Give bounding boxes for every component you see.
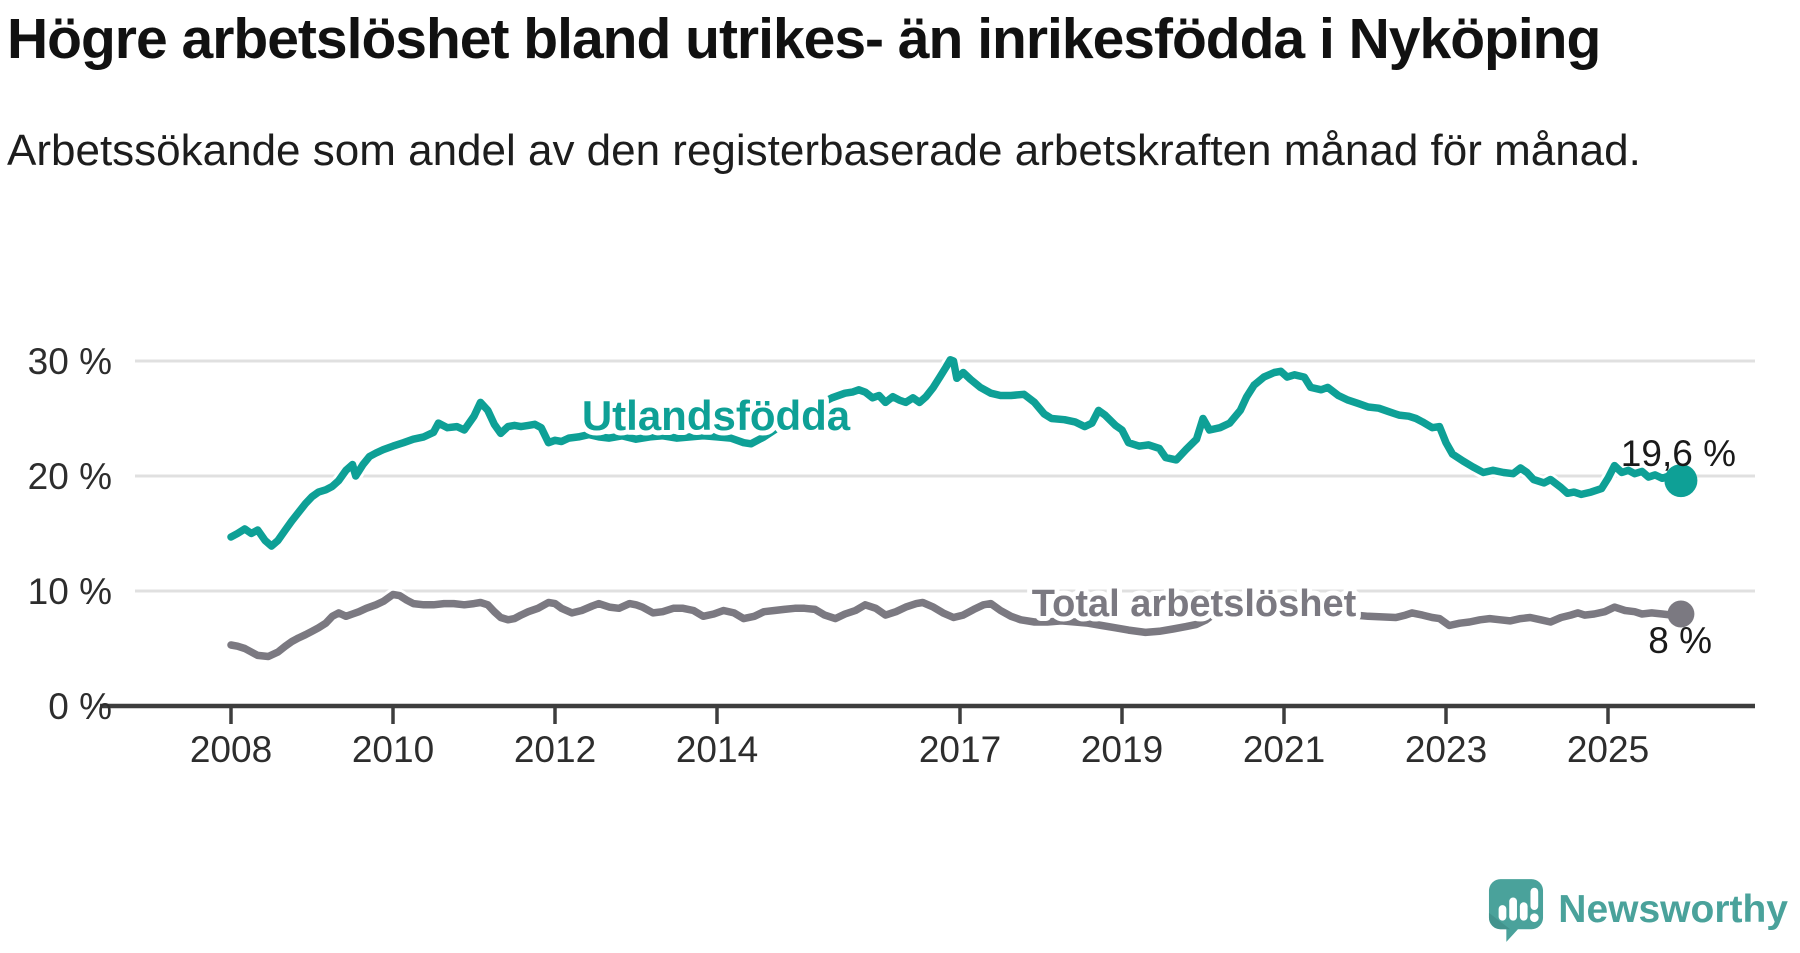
newsworthy-logo-icon bbox=[1489, 879, 1544, 942]
newsworthy-logo-text: Newsworthy bbox=[1558, 888, 1788, 931]
series-end-dot-utlandsfodda bbox=[1664, 464, 1698, 498]
y-tick-label-30: 30 % bbox=[28, 341, 112, 382]
end-value-label-utlandsfodda: 19,6 % bbox=[1621, 433, 1736, 474]
x-tick-label-2012: 2012 bbox=[514, 729, 596, 770]
y-tick-label-10: 10 % bbox=[28, 571, 112, 612]
x-tick-label-2025: 2025 bbox=[1567, 729, 1649, 770]
chart-subtitle: Arbetssökande som andel av den registerb… bbox=[7, 126, 1641, 175]
series-line bbox=[227, 590, 1685, 661]
x-tick-label-2017: 2017 bbox=[919, 729, 1001, 770]
series-label-utlandsfodda: Utlandsfödda bbox=[582, 392, 851, 439]
series-utlandsfodda bbox=[224, 353, 1688, 553]
end-value-label-total: 8 % bbox=[1648, 620, 1712, 661]
x-axis-ticks: 2008 2010 2012 2014 2017 2019 2021 2023 2025 bbox=[190, 708, 1649, 770]
series-total bbox=[224, 588, 1688, 663]
series-end-dot-total bbox=[1667, 600, 1695, 628]
series-line bbox=[227, 356, 1685, 550]
page-title: Högre arbetslöshet bland utrikes- än inr… bbox=[7, 7, 1601, 71]
newsworthy-branding: Newsworthy bbox=[1488, 878, 1788, 942]
x-tick-label-2008: 2008 bbox=[190, 729, 272, 770]
series-label-total: Total arbetslöshet bbox=[1032, 583, 1357, 625]
x-tick-label-2010: 2010 bbox=[352, 729, 434, 770]
x-tick-label-2019: 2019 bbox=[1081, 729, 1163, 770]
y-axis-labels: 30 % 20 % 10 % 0 % bbox=[28, 341, 112, 727]
series-line-halo bbox=[224, 353, 1688, 553]
x-tick-label-2014: 2014 bbox=[676, 729, 758, 770]
y-tick-label-20: 20 % bbox=[28, 456, 112, 497]
x-tick-label-2021: 2021 bbox=[1243, 729, 1325, 770]
y-tick-label-0: 0 % bbox=[48, 686, 112, 727]
x-tick-label-2023: 2023 bbox=[1405, 729, 1487, 770]
